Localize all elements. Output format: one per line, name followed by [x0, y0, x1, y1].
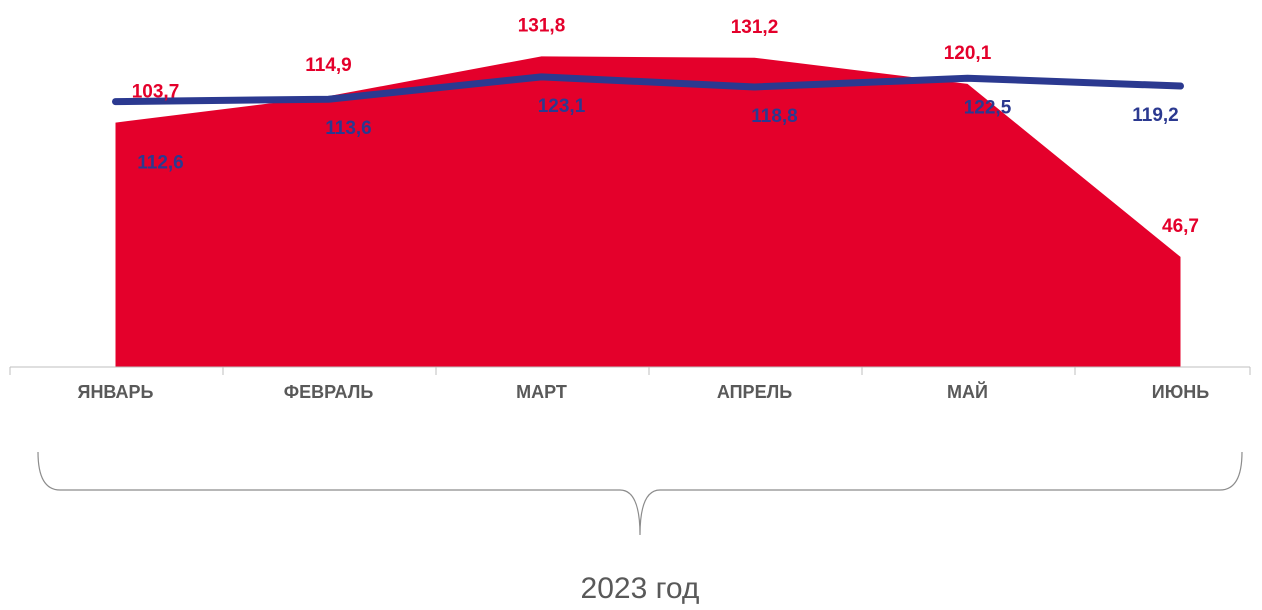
- x-tick-label: МАЙ: [947, 381, 988, 402]
- data-label: 118,8: [751, 106, 798, 127]
- data-label: 113,6: [325, 118, 372, 139]
- data-label: 119,2: [1132, 105, 1179, 126]
- x-tick-label: ФЕВРАЛЬ: [284, 382, 374, 402]
- data-label: 131,2: [731, 17, 779, 38]
- data-label: 123,1: [538, 96, 586, 117]
- data-label: 131,8: [518, 15, 566, 36]
- data-label: 46,7: [1162, 216, 1199, 237]
- area: [115, 56, 1181, 367]
- data-label: 114,9: [305, 55, 352, 76]
- x-tick-label: ЯНВАРЬ: [78, 382, 154, 402]
- line: [112, 73, 1184, 106]
- data-label: 122,5: [964, 97, 1012, 118]
- data-label: 112,6: [137, 153, 184, 174]
- x-tick-label: АПРЕЛЬ: [717, 382, 792, 402]
- brace: [37, 451, 1243, 536]
- x-tick-label: МАРТ: [516, 382, 567, 402]
- x-axis-title: 2023 год: [581, 572, 700, 605]
- data-label: 120,1: [944, 43, 992, 64]
- data-label: 103,7: [132, 82, 180, 103]
- x-tick-label: ИЮНЬ: [1152, 382, 1209, 402]
